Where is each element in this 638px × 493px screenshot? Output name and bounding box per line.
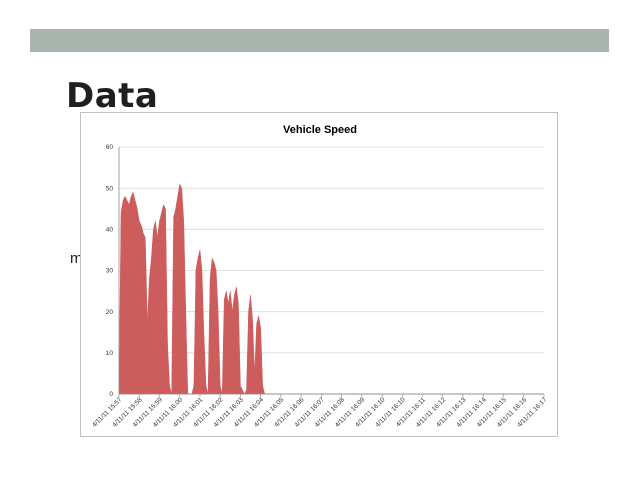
y-tick-label: 40 [106,227,114,234]
page-title: Data [66,76,159,116]
y-tick-label: 10 [106,350,114,357]
gridlines [119,146,544,354]
chart-title: Vehicle Speed [283,124,357,136]
y-tick-label: 60 [106,144,114,151]
x-axis-ticks: 4/11/11 15:574/11/11 15:584/11/11 15:594… [91,394,549,429]
y-tick-label: 50 [106,185,114,192]
vehicle-speed-chart: Vehicle Speed 0 10 20 30 40 50 60 4/11/11 15:5… [91,124,549,429]
speed-area [118,183,544,395]
y-tick-label: 20 [106,309,114,316]
y-tick-label: 30 [106,268,114,275]
chart-container: Vehicle Speed 0 10 20 30 40 50 60 4/11/11 15:5… [80,112,558,437]
speed-area-layer [118,183,544,395]
y-axis-ticks: 0 10 20 30 40 50 60 [106,144,114,398]
title-bar-decoration [30,29,609,52]
axes [118,147,544,395]
y-tick-label: 0 [109,391,113,398]
